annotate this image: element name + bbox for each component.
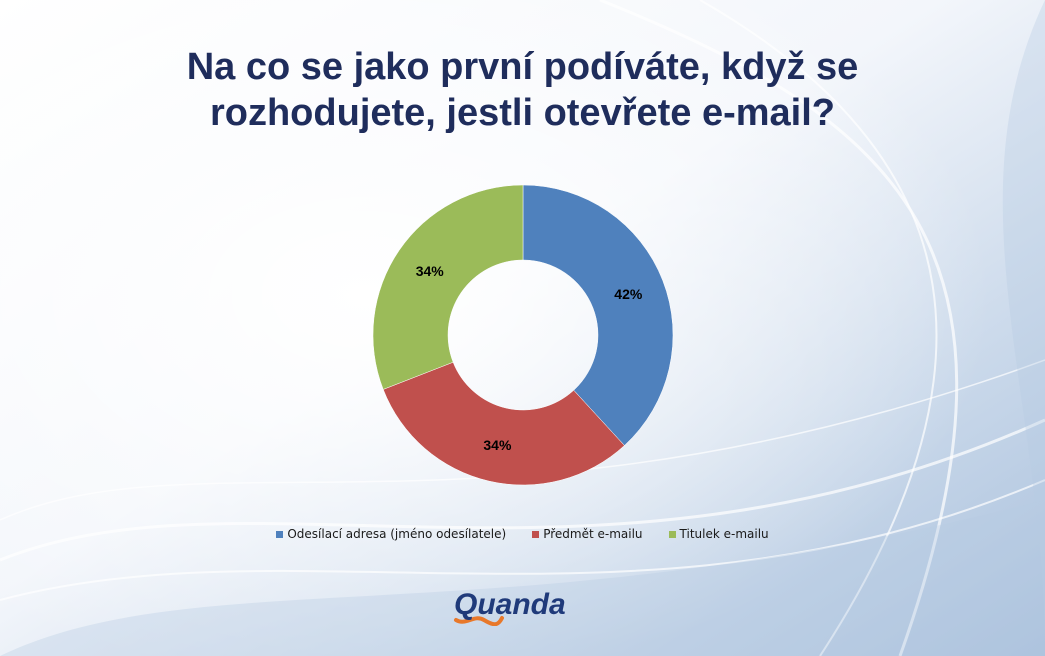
legend-item-headline: Titulek e-mailu [668, 527, 769, 541]
legend-swatch-subject [532, 530, 540, 538]
data-label-sender: 42% [614, 286, 643, 302]
slice-headline [372, 184, 524, 390]
legend-item-sender: Odesílací adresa (jméno odesílatele) [276, 527, 506, 541]
chart-legend: Odesílací adresa (jméno odesílatele) Pře… [0, 527, 1045, 541]
legend-label-headline: Titulek e-mailu [679, 527, 769, 541]
logo-text: Quanda [454, 588, 566, 621]
chart-slices [372, 184, 674, 486]
data-label-headline: 34% [416, 263, 445, 279]
chart-data-labels: 42% 34% 34% [416, 263, 643, 453]
slice-sender [522, 184, 674, 446]
legend-swatch-headline [668, 530, 676, 538]
legend-item-subject: Předmět e-mailu [532, 527, 643, 541]
logo-wave [454, 616, 504, 626]
legend-label-sender: Odesílací adresa (jméno odesílatele) [287, 527, 507, 541]
quanda-logo: Quanda [454, 588, 566, 626]
title-line-2: rozhodujete, jestli otevřete e-mail? [209, 92, 836, 134]
legend-swatch-sender [276, 530, 284, 538]
title-line-1: Na co se jako první podíváte, když se [186, 46, 859, 88]
legend-label-subject: Předmět e-mailu [543, 527, 643, 541]
data-label-subject: 34% [483, 437, 512, 453]
slice-subject [382, 361, 625, 486]
page-title: Na co se jako první podíváte, když se ro… [60, 44, 985, 136]
